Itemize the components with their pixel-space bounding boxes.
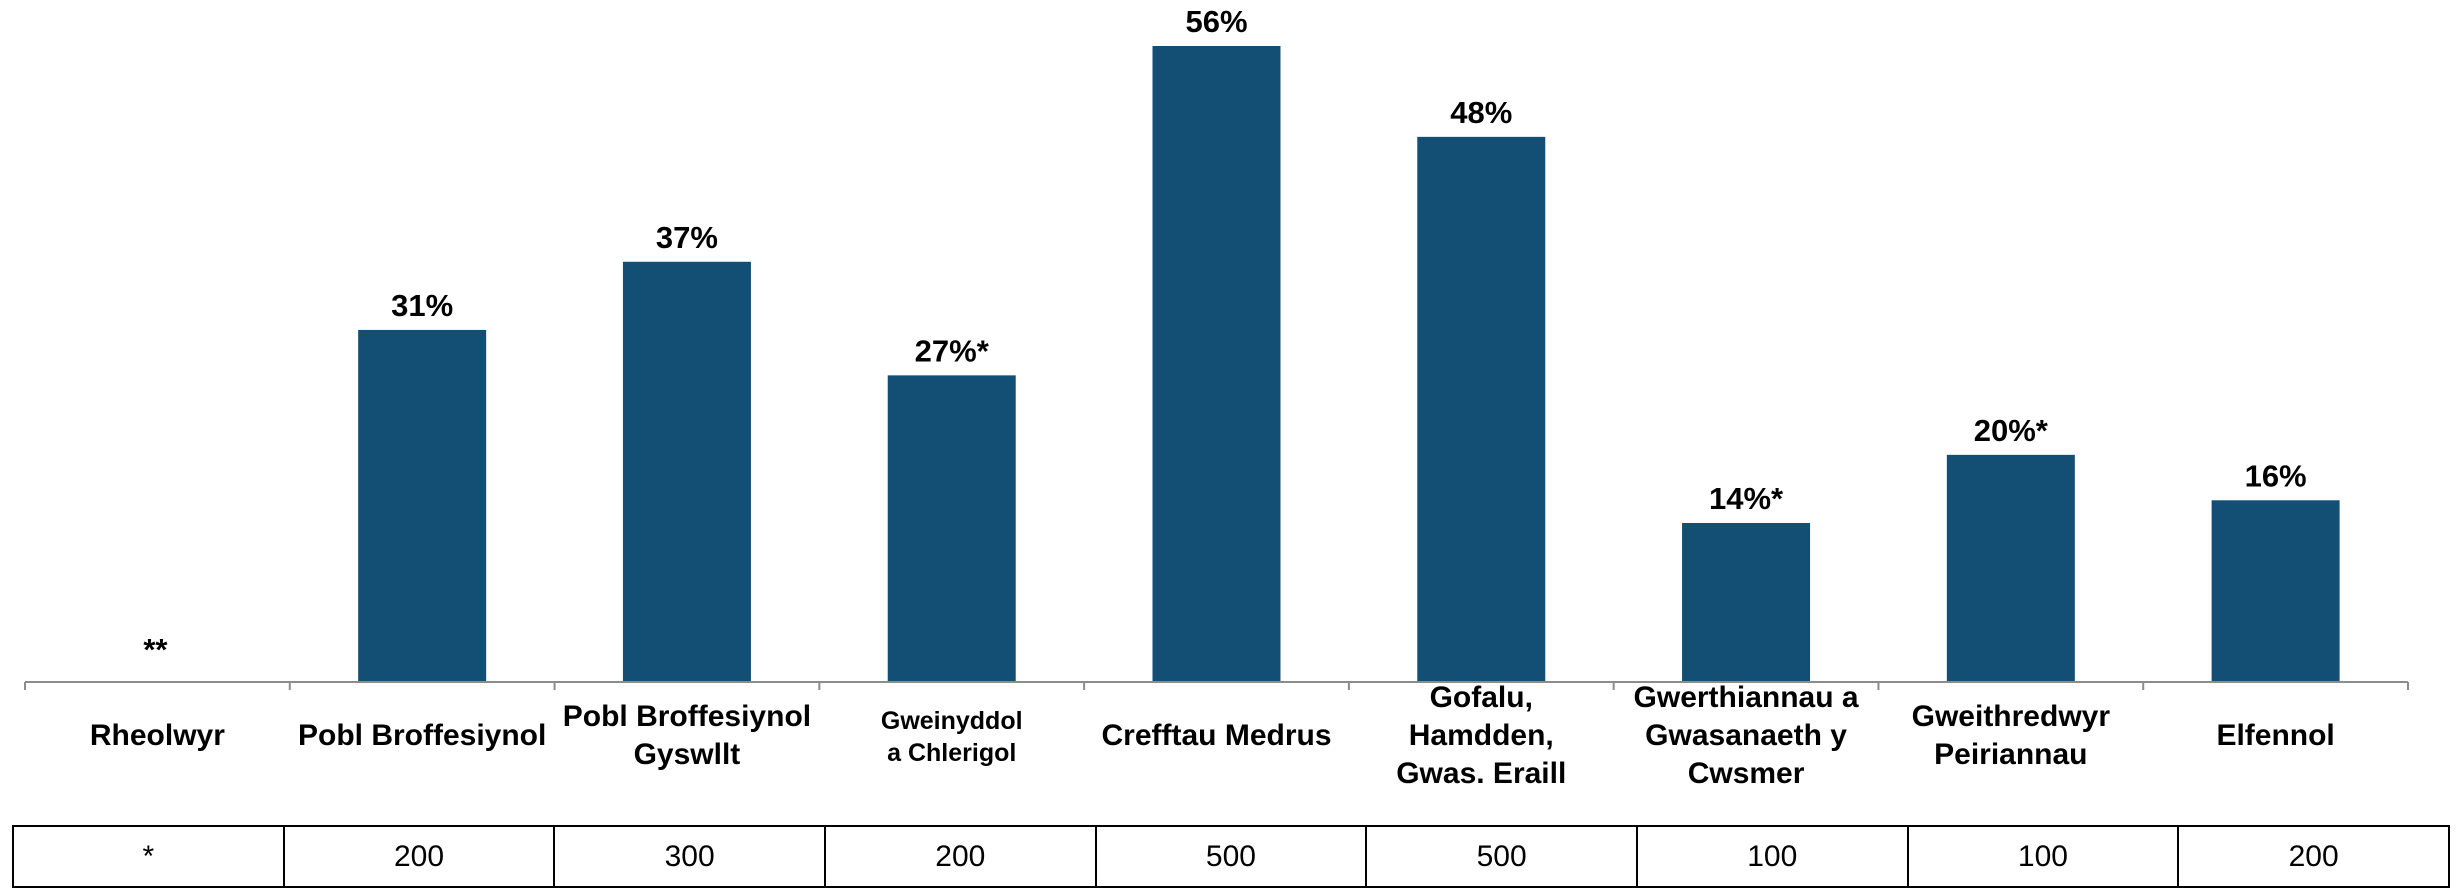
x-tick-label-line: Gwerthiannau a	[1634, 681, 1859, 714]
x-tick-label-line: Hamdden,	[1409, 719, 1554, 752]
x-tick-label: Gweinyddol a Chlerigol	[881, 707, 1023, 767]
data-label: 48%	[1450, 95, 1512, 130]
bar-chart: ** 31% 37% 27%* 56% 48% 14%* 20%* 16% Rheolwyr Po…	[24, 4, 2409, 790]
bars-layer	[358, 46, 2340, 682]
x-tick-label-line: Pobl Broffesiynol	[563, 700, 811, 733]
x-tick-label-line: Crefftau Medrus	[1101, 719, 1331, 752]
bar	[1682, 523, 1811, 682]
value-labels: ** 31% 37% 27%* 56% 48% 14%* 20%* 16%	[143, 4, 2306, 667]
data-label: 27%*	[915, 333, 990, 368]
x-tick-label-line: a Chlerigol	[887, 739, 1016, 767]
bar	[887, 375, 1016, 682]
x-axis	[24, 681, 2409, 690]
x-tick-label-line: Elfennol	[2216, 719, 2334, 752]
table-cell: 500	[1094, 825, 1368, 888]
data-label: 37%	[656, 220, 718, 255]
data-label: **	[143, 632, 168, 667]
x-tick-label: Rheolwyr	[90, 719, 225, 752]
data-label: 56%	[1185, 4, 1247, 39]
x-tick-label: Gofalu, Hamdden, Gwas. Eraill	[1396, 681, 1566, 790]
x-tick-label-line: Peiriannau	[1934, 738, 2087, 771]
x-tick-label: Elfennol	[2216, 719, 2334, 752]
x-tick-label: Pobl Broffesiynol	[298, 719, 546, 752]
x-tick-label-line: Gwasanaeth y	[1645, 719, 1847, 752]
table-cell: 200	[823, 825, 1097, 888]
x-tick-label-line: Rheolwyr	[90, 719, 225, 752]
x-tick-label: Pobl Broffesiynol Gyswllt	[563, 700, 811, 771]
bar	[2211, 500, 2340, 682]
x-tick-label-line: Cwsmer	[1688, 757, 1805, 790]
x-tick-label-line: Pobl Broffesiynol	[298, 719, 546, 752]
table-cell: 500	[1365, 825, 1638, 888]
bar	[1152, 46, 1281, 682]
table-row: * 200 300 200 500 500 100 100 200	[12, 825, 2450, 888]
x-tick-label: Crefftau Medrus	[1101, 719, 1331, 752]
data-label: 20%*	[1974, 413, 2049, 448]
data-label: 16%	[2245, 458, 2307, 493]
x-tick-label: Gweithredwyr Peiriannau	[1912, 700, 2111, 771]
x-tick-label-line: Gofalu,	[1430, 681, 1533, 714]
table-cell: *	[12, 825, 285, 888]
bar	[622, 261, 751, 682]
bar	[1946, 454, 2075, 682]
table-cell: 300	[553, 825, 826, 888]
x-tick-label: Gwerthiannau a Gwasanaeth y Cwsmer	[1634, 681, 1859, 790]
table-cell: 200	[282, 825, 556, 888]
x-tick-label-line: Gwas. Eraill	[1396, 757, 1566, 790]
table-cell: 100	[1635, 825, 1909, 888]
sample-count-table: * 200 300 200 500 500 100 100 200	[12, 825, 2450, 888]
x-tick-label-line: Gweinyddol	[881, 707, 1023, 735]
table-cell: 100	[1906, 825, 2180, 888]
bar	[1417, 136, 1546, 682]
x-tick-label-line: Gyswllt	[634, 738, 741, 771]
x-tick-label-line: Gweithredwyr	[1912, 700, 2111, 733]
data-label: 14%*	[1709, 481, 1784, 516]
bar	[358, 329, 487, 682]
data-label: 31%	[391, 288, 453, 323]
table-cell: 200	[2177, 825, 2450, 888]
